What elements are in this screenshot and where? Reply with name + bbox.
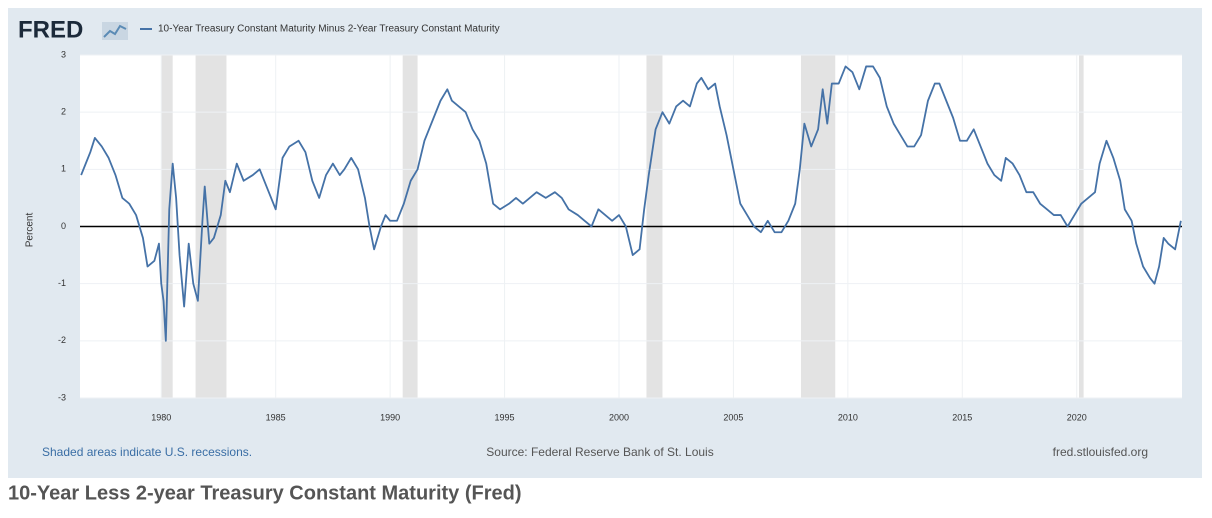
y-tick-label: 1 (61, 164, 66, 174)
y-tick-label: 2 (61, 107, 66, 117)
y-tick-label: 3 (61, 49, 66, 59)
legend-label: 10-Year Treasury Constant Maturity Minus… (158, 24, 500, 35)
logo-icon (102, 22, 128, 40)
x-tick-label: 2015 (952, 412, 972, 422)
y-axis-label: Percent (25, 213, 36, 248)
source: Source: Federal Reserve Bank of St. Loui… (486, 445, 713, 459)
site: fred.stlouisfed.org (1053, 445, 1148, 459)
data-line (80, 65, 1182, 342)
x-tick-label: 1995 (495, 412, 515, 422)
x-tick-label: 1980 (151, 412, 171, 422)
y-tick-label: -2 (58, 335, 66, 345)
y-tick-label: -3 (58, 392, 66, 402)
x-tick-label: 2000 (609, 412, 629, 422)
y-tick-label: -1 (58, 278, 66, 288)
x-tick-label: 2020 (1067, 412, 1087, 422)
logo: FRED (18, 16, 83, 43)
recession-note: Shaded areas indicate U.S. recessions. (42, 445, 252, 459)
caption: 10-Year Less 2-year Treasury Constant Ma… (8, 482, 522, 504)
y-tick-label: 0 (61, 221, 66, 231)
x-tick-label: 2005 (723, 412, 743, 422)
x-tick-label: 2010 (838, 412, 858, 422)
x-tick-label: 1990 (380, 412, 400, 422)
x-tick-label: 1985 (266, 412, 286, 422)
